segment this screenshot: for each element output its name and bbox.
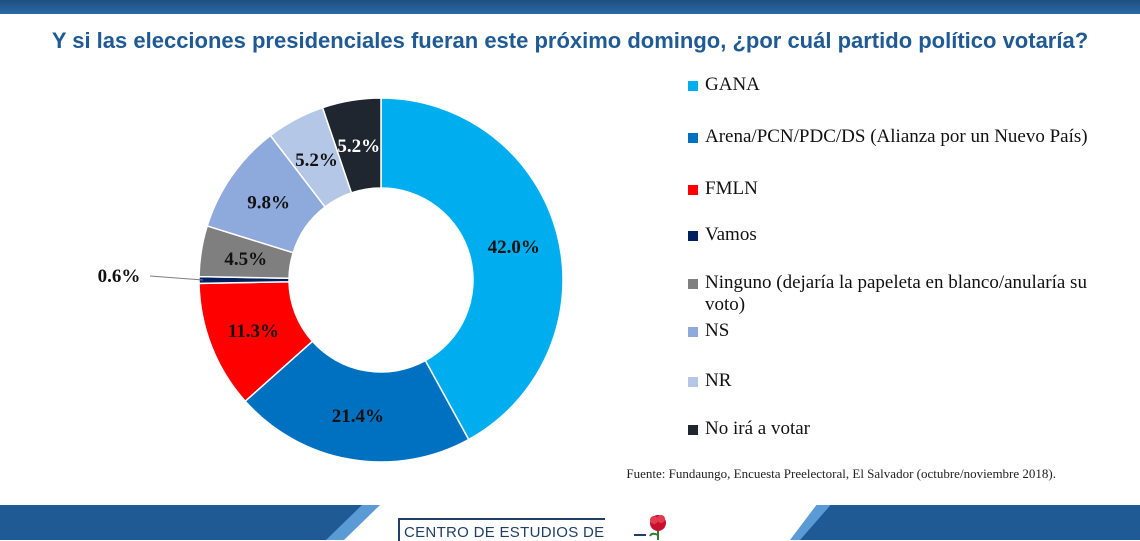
footer-left-bar [0,505,372,540]
legend-label-0: GANA [705,74,760,95]
data-label-3: 0.6% [98,266,141,287]
legend-swatch-7 [688,425,698,435]
legend-swatch-6 [688,377,698,387]
legend-item-7: No irá a votar [688,418,1088,440]
data-label-7: 5.2% [337,136,380,157]
org-name: CENTRO DE ESTUDIOS DE [398,518,605,541]
legend-label-4: Ninguno (dejaría la papeleta en blanco/a… [705,272,1087,315]
legend-label-6: NR [705,370,732,391]
legend-item-2: FMLN [688,178,1088,200]
legend-item-3: Vamos [688,224,1088,246]
legend-label-3: Vamos [705,224,757,245]
donut-slice-7 [321,97,382,194]
legend-item-6: NR [688,370,1088,392]
legend-swatch-5 [688,327,698,337]
legend-swatch-0 [688,81,698,91]
data-label-4: 4.5% [224,249,267,270]
data-label-2: 11.3% [228,321,279,342]
footer-band [0,505,1140,540]
legend-swatch-2 [688,185,698,195]
data-label-0: 42.0% [488,237,540,258]
top-banner-bar [0,0,1140,14]
source-note: Fuente: Fundaungo, Encuesta Preelectoral… [626,466,1056,481]
legend-swatch-4 [688,279,698,289]
legend-item-5: NS [688,320,1088,342]
chart-title: Y si las elecciones presidenciales fuera… [51,28,1089,53]
leader-line-3 [149,275,204,281]
donut-slice-1 [244,340,470,463]
data-label-5: 9.8% [247,193,290,214]
data-label-6: 5.2% [295,150,338,171]
legend-swatch-1 [688,133,698,143]
footer-right-bar [800,505,1140,540]
legend-item-0: GANA [688,74,1088,96]
legend-item-4: Ninguno (dejaría la papeleta en blanco/a… [688,272,1088,316]
donut-slice-0 [380,97,564,441]
rose-logo-icon [634,515,666,540]
legend-label-7: No irá a votar [705,418,810,439]
donut-chart: 42.0% 21.4% 11.3% 0.6% 4.5% 9.8% 5.2%5.2% [98,97,564,463]
legend-label-1: Arena/PCN/PDC/DS (Alianza por un Nuevo P… [705,126,1088,147]
legend-label-2: FMLN [705,178,758,199]
legend-item-1: Arena/PCN/PDC/DS (Alianza por un Nuevo P… [688,126,1088,148]
legend-label-5: NS [705,320,730,341]
data-label-1: 21.4% [332,406,384,427]
legend-swatch-3 [688,231,698,241]
